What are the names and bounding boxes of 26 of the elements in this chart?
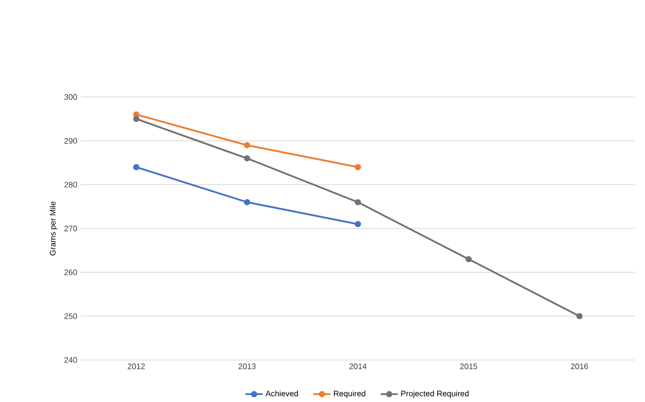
y-tick-label: 300 bbox=[64, 94, 78, 100]
y-axis-title: Grams per Mile bbox=[50, 202, 58, 256]
point bbox=[244, 155, 250, 162]
point bbox=[244, 199, 250, 206]
point bbox=[466, 256, 472, 262]
y-tick-label: 250 bbox=[64, 313, 78, 320]
point bbox=[354, 221, 361, 228]
point bbox=[244, 142, 250, 148]
point bbox=[576, 313, 583, 320]
point bbox=[133, 116, 140, 122]
y-tick-label: 260 bbox=[64, 270, 78, 276]
point bbox=[354, 199, 361, 206]
x-tick-label: 2015 bbox=[460, 364, 478, 370]
y-tick-label: 270 bbox=[64, 226, 78, 232]
x-tick-label: 2016 bbox=[570, 364, 588, 370]
y-tick-label: 240 bbox=[64, 357, 78, 363]
y-tick-label: 280 bbox=[64, 182, 78, 188]
legend-label: Achieved bbox=[266, 390, 298, 396]
point bbox=[133, 164, 140, 170]
x-tick-label: 2013 bbox=[238, 364, 256, 370]
legend-label: Required bbox=[334, 390, 366, 398]
y-tick-label: 290 bbox=[64, 138, 78, 144]
point bbox=[354, 164, 361, 170]
x-tick-label: 2014 bbox=[349, 364, 367, 370]
x-tick-label: 2012 bbox=[128, 364, 145, 370]
legend-label: Projected Required bbox=[401, 390, 469, 398]
